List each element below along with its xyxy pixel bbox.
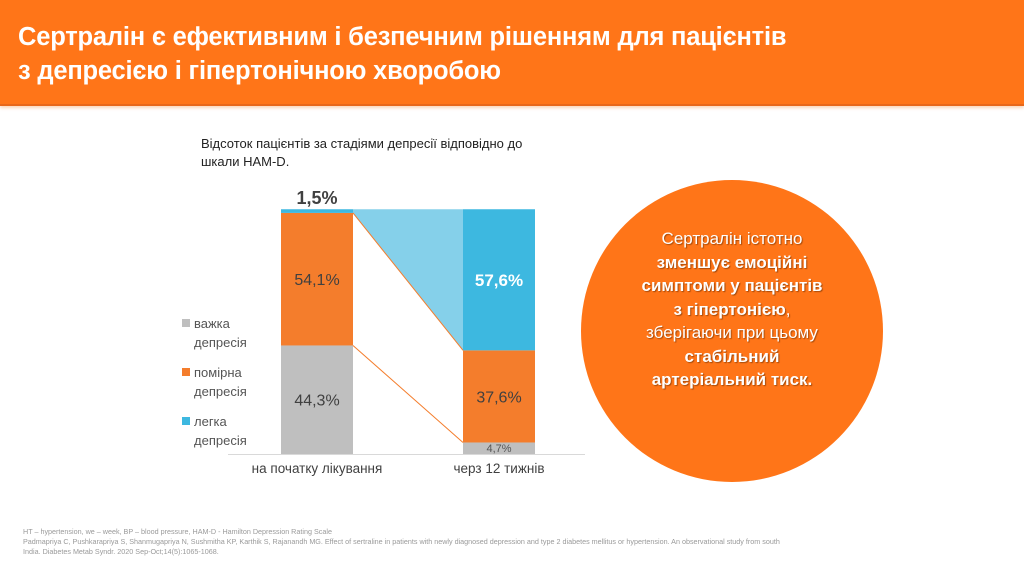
callout-line-7: артеріальний тиск. <box>651 370 813 389</box>
data-label-severe-1: 4,7% <box>486 443 511 455</box>
legend-label-moderate-line-2: депресія <box>194 384 247 399</box>
callout-line-4-suffix: , <box>785 299 791 319</box>
legend-label-severe-line-2: депресія <box>194 335 247 350</box>
connector-mild <box>353 209 463 351</box>
legend-swatch-mild <box>182 417 190 425</box>
data-label-moderate-0: 54,1% <box>294 272 339 289</box>
title-banner: Сертралін є ефективним і безпечним рішен… <box>0 0 1024 106</box>
x-tick-label-1: черз 12 тижнів <box>454 461 545 476</box>
bar-mild-0 <box>281 209 353 213</box>
legend-label-mild-line-1: легка <box>194 414 227 429</box>
data-label-mild-0: 1,5% <box>296 188 337 208</box>
footnote: HT – hypertension, we – week, BP – blood… <box>23 527 783 557</box>
legend-item-severe: важка депресія <box>182 314 282 352</box>
bar-mild-1 <box>463 209 535 351</box>
callout-text: Сертралін істотно зменшує емоційні симпт… <box>581 227 883 392</box>
slide-title-line-2: з депресією і гіпертонічною хворобою <box>18 57 501 85</box>
legend-label-moderate-line-1: помірна <box>194 365 242 380</box>
callout-line-5: зберігаючи при цьому <box>646 323 818 342</box>
footnote-reference: Padmapriya C, Pushkarapriya S, Shanmugap… <box>23 537 780 556</box>
chart-title-line-1: Відсоток пацієнтів за стадіями депресії … <box>201 136 523 151</box>
slide-title-line-1: Сертралін є ефективним і безпечним рішен… <box>18 23 787 51</box>
bar-moderate-0 <box>281 212 353 346</box>
data-label-mild-1: 57,6% <box>475 271 523 290</box>
chart-title: Відсоток пацієнтів за стадіями депресії … <box>201 135 601 171</box>
callout-line-6: стабільний <box>684 346 780 366</box>
footnote-abbreviations: HT – hypertension, we – week, BP – blood… <box>23 527 332 536</box>
bar-moderate-1 <box>463 350 535 443</box>
callout-circle: Сертралін істотно зменшує емоційні симпт… <box>581 180 883 482</box>
legend-label-severe-line-1: важка <box>194 316 230 331</box>
data-label-moderate-1: 37,6% <box>476 389 521 406</box>
legend-label-mild-line-2: депресія <box>194 433 247 448</box>
legend-swatch-moderate <box>182 368 190 376</box>
legend-item-mild: легка депресія <box>182 412 282 450</box>
bar-severe-1 <box>463 442 535 454</box>
chart-title-line-2: шкали HAM-D. <box>201 154 290 169</box>
legend-swatch-severe <box>182 319 190 327</box>
callout-line-1: Сертралін істотно <box>661 229 803 248</box>
callout-line-2: зменшує емоційні <box>656 252 808 272</box>
callout-line-4: з гіпертонією <box>673 299 786 319</box>
slide-title: Сертралін є ефективним і безпечним рішен… <box>18 20 1008 88</box>
bar-severe-0 <box>281 345 353 454</box>
connector-moderate-bottom <box>352 345 464 443</box>
x-tick-label-0: на початку лікування <box>252 461 383 476</box>
callout-line-3: симптоми у пацієнтів <box>641 276 823 295</box>
legend-item-moderate: помірна депресія <box>182 363 282 401</box>
connector-moderate-top <box>352 212 464 351</box>
chart-legend: важка депресія помірна депресія легка де… <box>182 314 282 461</box>
data-label-severe-0: 44,3% <box>294 393 339 410</box>
